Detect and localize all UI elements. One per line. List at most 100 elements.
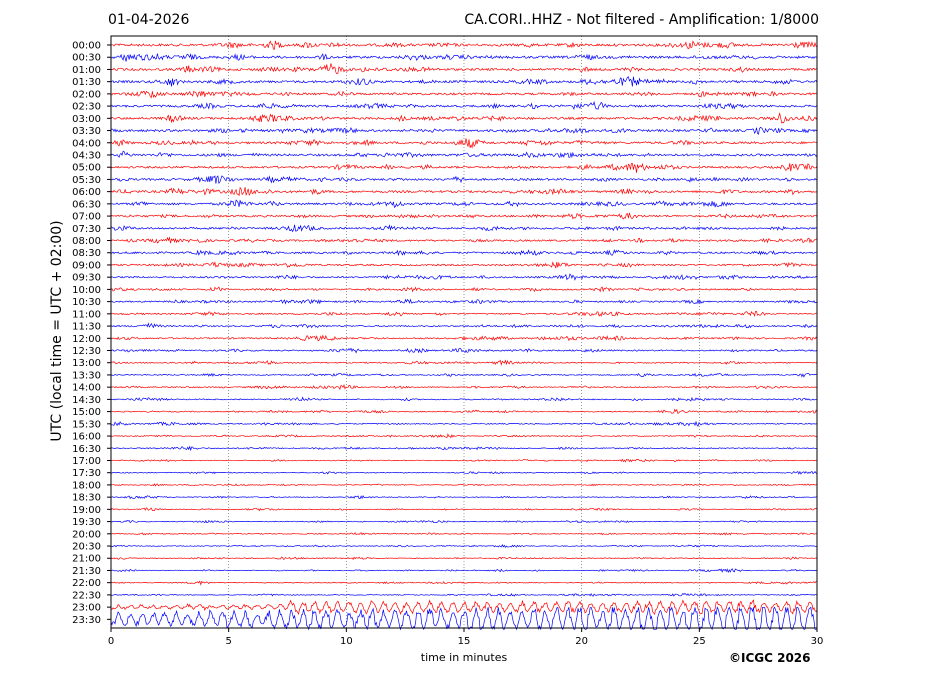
trace-2000 (110, 532, 818, 536)
trace-0930 (110, 273, 818, 281)
x-tick-label: 20 (575, 636, 588, 647)
row-label: 07:00 (72, 212, 101, 223)
row-label: 00:30 (72, 53, 101, 64)
trace-1830 (110, 495, 817, 500)
trace-0330 (110, 126, 818, 135)
y-axis-label: UTC (local time = UTC + 02:00) (49, 220, 65, 442)
row-label: 16:30 (72, 444, 101, 455)
row-label: 21:00 (72, 554, 101, 565)
row-label: 10:00 (72, 285, 101, 296)
trace-0130 (110, 76, 818, 87)
row-label: 13:00 (72, 358, 101, 369)
trace-1500 (111, 408, 818, 414)
trace-1100 (110, 311, 817, 318)
row-label: 17:30 (72, 468, 101, 479)
row-label: 09:30 (72, 273, 101, 284)
trace-1000 (110, 286, 818, 293)
row-label: 00:00 (72, 41, 101, 52)
trace-1600 (110, 433, 818, 439)
trace-1530 (110, 420, 818, 427)
row-label: 09:00 (72, 260, 101, 271)
row-label: 14:30 (72, 395, 101, 406)
row-label: 10:30 (72, 297, 101, 308)
row-label: 06:30 (72, 199, 101, 210)
row-label: 22:30 (72, 590, 101, 601)
row-label: 12:30 (72, 346, 101, 357)
trace-0000 (110, 40, 818, 50)
trace-0500 (110, 162, 818, 173)
row-label: 21:30 (72, 566, 101, 577)
row-label: 02:30 (72, 102, 101, 113)
trace-0600 (110, 186, 818, 197)
trace-1930 (110, 519, 818, 524)
row-label: 08:30 (72, 248, 101, 259)
trace-1200 (110, 334, 818, 342)
row-label: 23:30 (72, 615, 101, 626)
trace-2130 (110, 568, 818, 574)
trace-0630 (110, 199, 818, 208)
trace-1330 (110, 372, 818, 378)
row-label: 15:00 (72, 407, 101, 418)
row-label: 04:30 (72, 150, 101, 161)
x-axis-label: time in minutes (420, 651, 508, 664)
trace-2300 (110, 599, 818, 616)
trace-0530 (110, 175, 818, 185)
row-label: 16:00 (72, 432, 101, 443)
trace-2030 (111, 544, 817, 548)
row-label: 17:00 (72, 456, 101, 467)
row-label: 01:00 (72, 65, 101, 76)
row-label: 08:00 (72, 236, 101, 247)
trace-0800 (110, 236, 818, 244)
trace-1300 (110, 359, 818, 366)
trace-1630 (111, 445, 818, 452)
row-label: 20:00 (72, 529, 101, 540)
x-tick-label: 10 (340, 636, 353, 647)
trace-1800 (110, 483, 818, 487)
trace-2230 (110, 592, 818, 597)
trace-1400 (110, 383, 818, 391)
x-tick-label: 0 (108, 636, 114, 647)
x-tick-label: 25 (693, 636, 706, 647)
row-label: 22:00 (72, 578, 101, 589)
trace-0900 (110, 260, 818, 269)
row-label: 02:00 (72, 89, 101, 100)
trace-1900 (110, 507, 818, 512)
row-label: 19:00 (72, 505, 101, 516)
x-tick-label: 5 (225, 636, 231, 647)
row-label: 12:00 (72, 334, 101, 345)
trace-2200 (110, 580, 818, 586)
trace-0730 (110, 224, 818, 233)
row-label: 18:00 (72, 480, 101, 491)
row-label: 03:00 (72, 114, 101, 125)
row-label: 19:30 (72, 517, 101, 528)
row-label: 20:30 (72, 542, 101, 553)
trace-1700 (110, 458, 818, 463)
trace-0300 (110, 112, 818, 124)
copyright-label: ©ICGC 2026 (729, 651, 811, 665)
row-label: 01:30 (72, 77, 101, 88)
plot-frame (110, 35, 818, 629)
trace-1230 (110, 347, 818, 354)
row-label: 18:30 (72, 493, 101, 504)
trace-1130 (110, 322, 818, 329)
trace-2100 (110, 556, 818, 560)
trace-1030 (111, 298, 817, 305)
trace-1430 (110, 396, 817, 402)
x-tick-label: 15 (458, 636, 471, 647)
trace-0830 (110, 249, 817, 257)
row-label: 11:30 (72, 322, 101, 333)
trace-0700 (110, 212, 818, 220)
row-label: 07:30 (72, 224, 101, 235)
row-label: 11:00 (72, 309, 101, 320)
trace-0030 (110, 53, 818, 62)
row-label: 03:30 (72, 126, 101, 137)
row-label: 14:00 (72, 383, 101, 394)
row-label: 06:00 (72, 187, 101, 198)
row-label: 23:00 (72, 603, 101, 614)
trace-0200 (110, 90, 818, 99)
chart-title: CA.CORI..HHZ - Not filtered - Amplificat… (464, 12, 819, 28)
row-label: 05:00 (72, 163, 101, 174)
row-label: 05:30 (72, 175, 101, 186)
trace-0230 (110, 100, 818, 111)
